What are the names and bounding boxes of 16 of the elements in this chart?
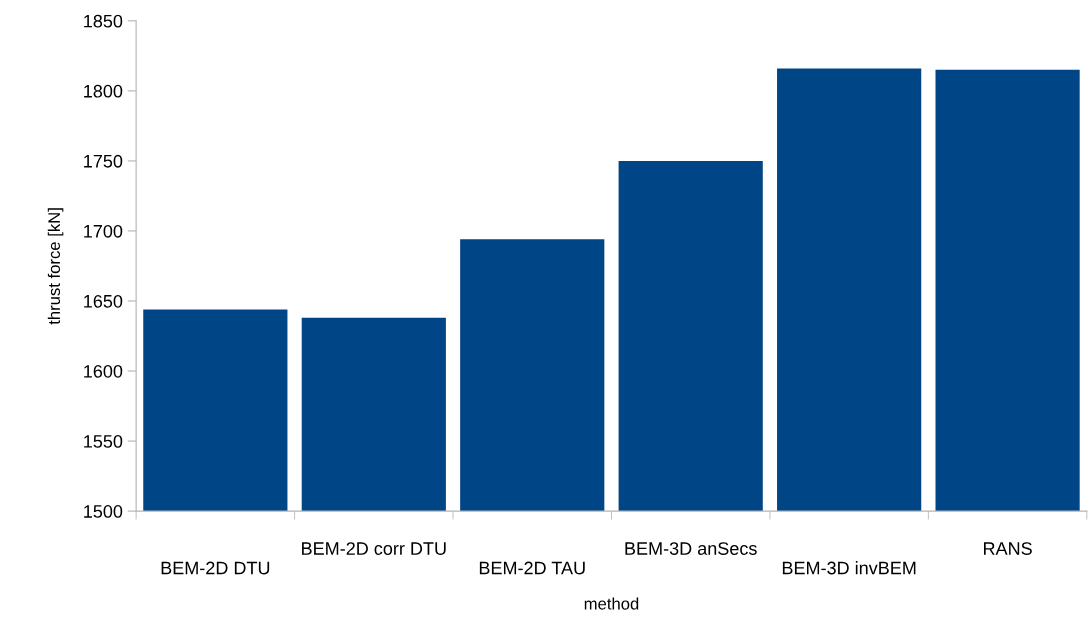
y-tick-label: 1850 [84,14,123,28]
y-tick-label: 1700 [84,224,123,238]
y-tick-label: 1750 [84,154,123,168]
y-tick-label: 1500 [84,505,123,518]
x-tick-label: BEM-3D invBEM [782,561,916,575]
x-tick-label: BEM-2D corr DTU [302,542,446,555]
x-tick-label: BEM-2D DTU [161,561,270,575]
y-tick-label: 1650 [84,294,123,308]
y-tick-label: 1600 [84,364,123,378]
x-tick-label: RANS [984,542,1032,555]
y-axis-title: thrust force [kN] [47,208,64,325]
x-tick-label: BEM-2D TAU [479,561,585,575]
y-tick-label: 1800 [84,84,123,98]
x-axis-title: method [584,597,639,610]
x-tick-label: BEM-3D anSecs [625,542,757,555]
y-tick-label: 1550 [84,435,123,448]
